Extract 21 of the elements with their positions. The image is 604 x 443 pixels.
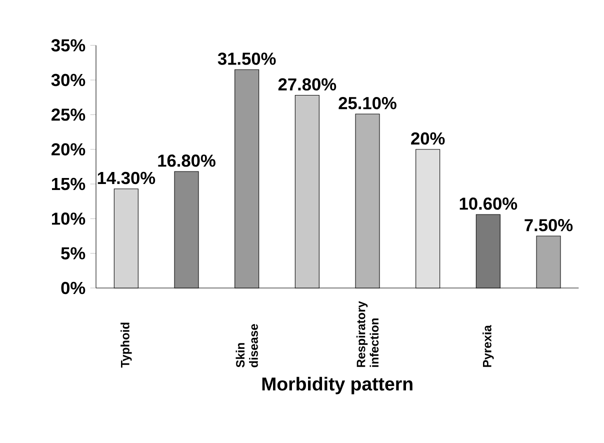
data-label: 16.80% xyxy=(158,154,216,167)
y-tick-label: 30% xyxy=(51,74,86,86)
y-tick-label: 15% xyxy=(52,178,86,190)
x-tick-label: Respiratory infection xyxy=(356,301,379,368)
data-label: 7.50% xyxy=(524,219,573,232)
data-label: 27.80% xyxy=(278,78,336,91)
x-tick-label: Pyrexia xyxy=(482,325,494,368)
y-tick-label: 20% xyxy=(52,143,86,156)
data-label: 25.10% xyxy=(338,97,396,110)
x-axis-title: Morbidity pattern xyxy=(262,377,412,394)
y-tick-label: 25% xyxy=(52,108,86,121)
y-tick-label: 5% xyxy=(61,247,86,260)
data-label: 14.30% xyxy=(98,172,156,184)
x-tick-label: Skin disease xyxy=(236,324,258,368)
data-label: 10.60% xyxy=(460,198,518,210)
data-label: 31.50% xyxy=(218,52,276,66)
y-tick-label: 10% xyxy=(52,212,86,225)
y-tick-label: 0% xyxy=(61,282,86,294)
data-label: 20% xyxy=(411,132,445,145)
y-tick-label: 35% xyxy=(51,39,86,52)
x-tick-label: Typhoid xyxy=(120,322,132,368)
